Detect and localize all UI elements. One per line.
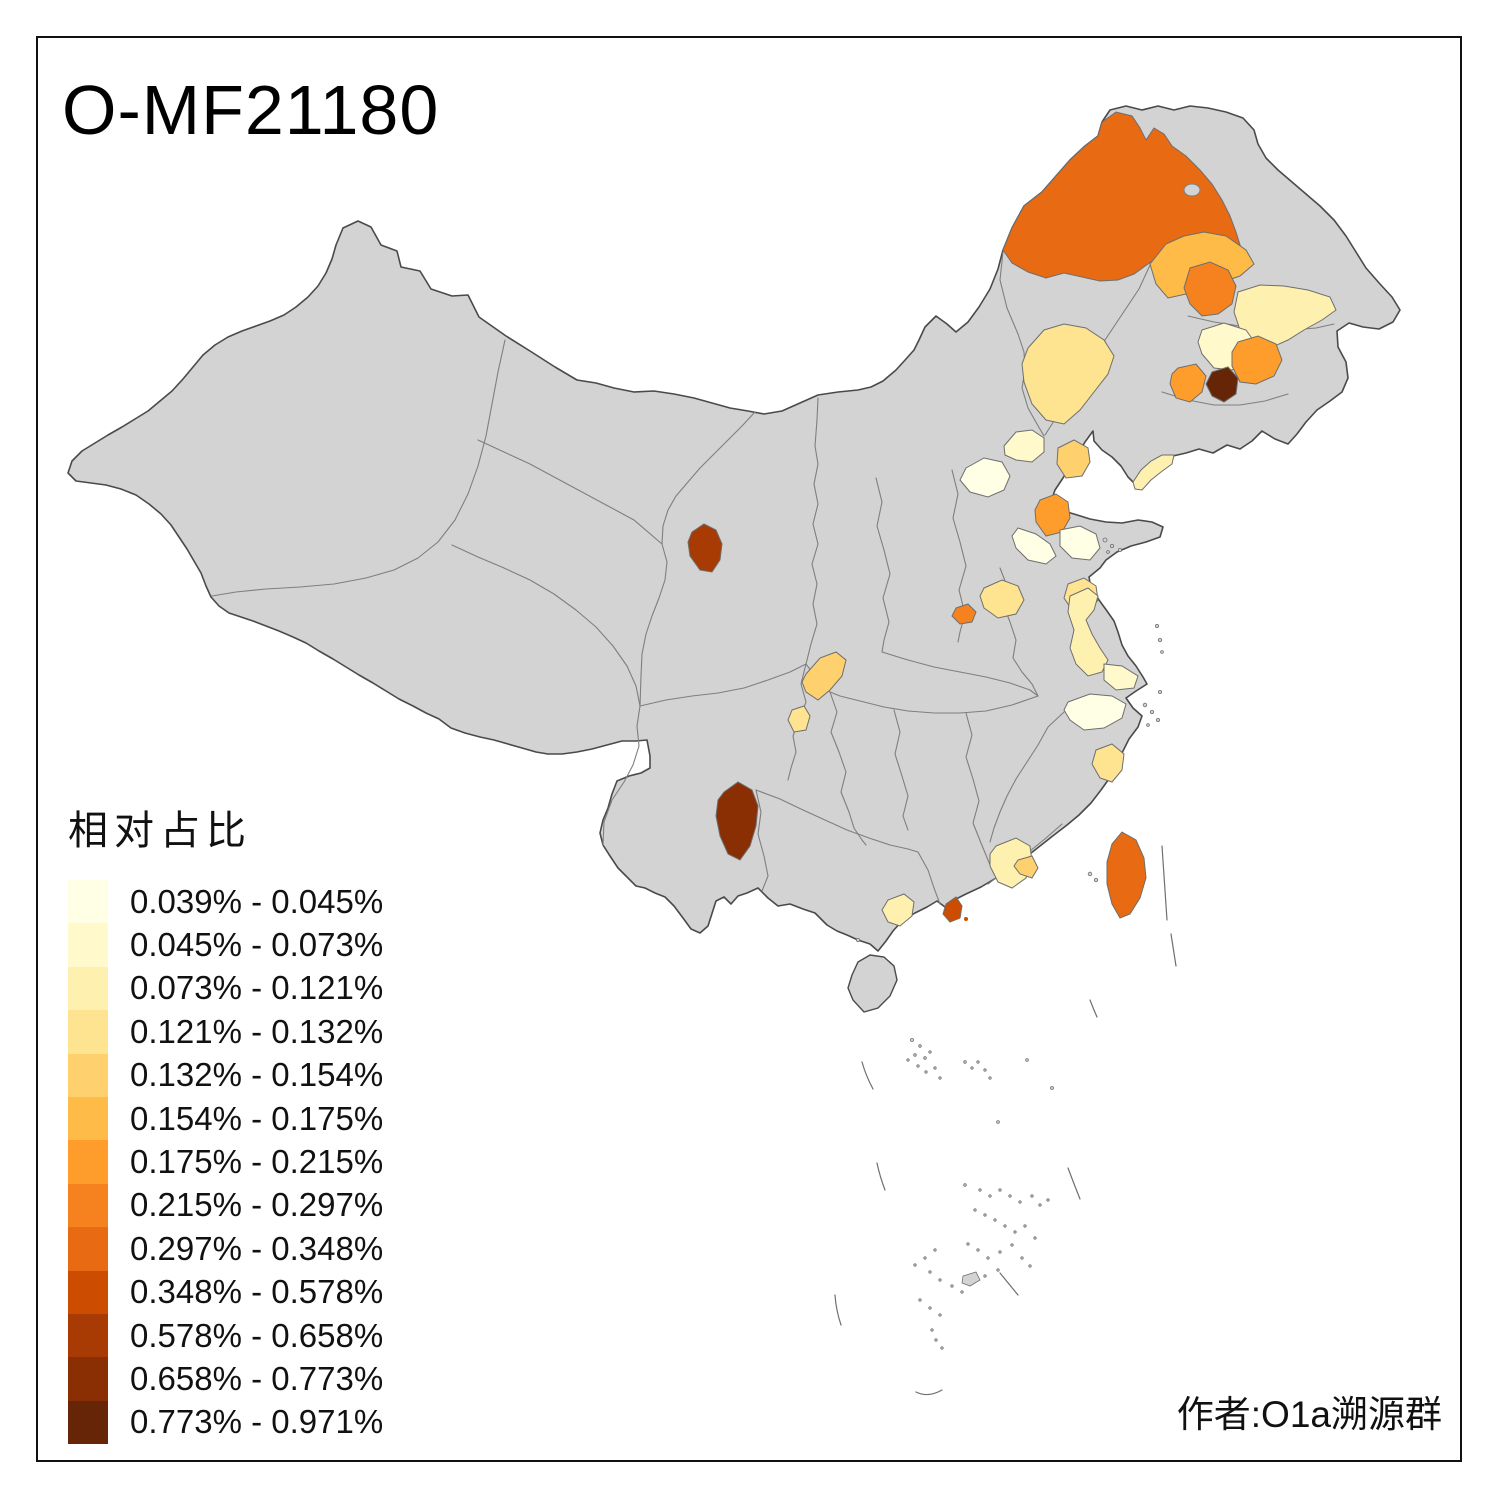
lake-hole xyxy=(1183,183,1201,197)
map-region-chongqing-pale xyxy=(787,705,811,733)
legend-item: 0.215% - 0.297% xyxy=(68,1183,384,1228)
legend-label: 0.773% - 0.971% xyxy=(130,1403,384,1441)
legend-swatch xyxy=(68,923,108,967)
legend-title: 相对占比 xyxy=(68,809,252,853)
map-region-henan-orange xyxy=(951,603,977,625)
map-region-ne-darkest xyxy=(1205,366,1239,403)
legend-label: 0.658% - 0.773% xyxy=(130,1359,384,1397)
legend-label: 0.297% - 0.348% xyxy=(130,1229,384,1267)
map-region-taiwan xyxy=(1106,831,1147,919)
legend-swatch xyxy=(68,1010,108,1054)
legend-item: 0.175% - 0.215% xyxy=(68,1140,384,1184)
page-title: O-MF21180 xyxy=(62,71,440,149)
legend-item: 0.348% - 0.578% xyxy=(68,1270,384,1314)
legend-swatch xyxy=(68,1270,108,1314)
legend-swatch xyxy=(68,1053,108,1097)
pearl-delta-islet-a xyxy=(956,915,960,919)
legend-item: 0.658% - 0.773% xyxy=(68,1357,384,1401)
map-region-shanghai-cream xyxy=(1103,663,1139,691)
legend-item: 0.297% - 0.348% xyxy=(68,1227,384,1271)
legend-swatch xyxy=(68,1227,108,1271)
map-region-guangdong-ne-sub xyxy=(1013,855,1039,879)
legend: 相对占比 0.039% - 0.045% 0.045% - 0.073% 0.073… xyxy=(68,798,384,1445)
map-region-ne-west-pale xyxy=(1021,323,1115,425)
map-region-beijing-pale xyxy=(1003,429,1045,463)
map-region-nw-cream xyxy=(959,457,1011,498)
legend-item: 0.121% - 0.132% xyxy=(68,1010,384,1054)
legend-item: 0.045% - 0.073% xyxy=(68,923,384,967)
legend-label: 0.175% - 0.215% xyxy=(130,1143,384,1181)
map-region-jiangsu-yellow xyxy=(1067,587,1109,677)
map-region-hebei-cream-b xyxy=(1059,525,1101,561)
legend-swatch xyxy=(68,966,108,1011)
map-region-guangdong-sw xyxy=(881,893,915,927)
legend-label: 0.121% - 0.132% xyxy=(130,1012,384,1050)
legend-item: 0.132% - 0.154% xyxy=(68,1053,384,1097)
legend-label: 0.132% - 0.154% xyxy=(130,1056,384,1094)
legend-items: 0.039% - 0.045% 0.045% - 0.073% 0.073% - 0… xyxy=(68,880,384,1445)
hainan-island xyxy=(847,954,898,1013)
legend-label: 0.045% - 0.073% xyxy=(130,926,384,964)
legend-item: 0.578% - 0.658% xyxy=(68,1313,384,1358)
map-region-liaodong-pale xyxy=(1132,454,1175,491)
map-region-hebei-cream-a xyxy=(1011,527,1057,565)
legend-swatch xyxy=(68,1357,108,1401)
legend-label: 0.215% - 0.297% xyxy=(130,1186,384,1224)
legend-swatch xyxy=(68,1183,108,1228)
legend-swatch xyxy=(68,1096,108,1141)
legend-swatch xyxy=(68,1400,108,1445)
map-region-qinghai-dark xyxy=(687,523,723,573)
colored-regions xyxy=(687,111,1337,927)
legend-label: 0.348% - 0.578% xyxy=(130,1273,384,1311)
map-region-tangshan xyxy=(1056,439,1091,479)
sea-dash-marks xyxy=(834,845,1177,1396)
legend-label: 0.154% - 0.175% xyxy=(130,1099,384,1137)
legend-item: 0.039% - 0.045% xyxy=(68,880,384,924)
legend-swatch xyxy=(68,1313,108,1358)
legend-label: 0.073% - 0.121% xyxy=(130,969,384,1007)
map-region-zhejiang-cream xyxy=(1063,693,1127,731)
map-region-shaanxi-south xyxy=(801,651,847,701)
legend-swatch xyxy=(68,1140,108,1184)
map-region-yunnan-dark xyxy=(715,781,759,861)
map-region-zhejiang-south xyxy=(1091,743,1125,783)
map-region-shandong-sw xyxy=(979,579,1025,619)
legend-label: 0.039% - 0.045% xyxy=(130,882,384,920)
attribution-text: 作者:O1a溯源群 xyxy=(1176,1394,1442,1435)
map-region-ne-orange-east xyxy=(1231,335,1283,385)
map-region-guangdong-ne xyxy=(989,837,1033,889)
legend-item: 0.073% - 0.121% xyxy=(68,966,384,1011)
pearl-delta-islet-b xyxy=(964,917,968,921)
legend-item: 0.773% - 0.971% xyxy=(68,1400,384,1445)
small-islands xyxy=(856,537,1164,1350)
map-region-ne-qiqihar xyxy=(1183,261,1237,317)
legend-label: 0.578% - 0.658% xyxy=(130,1316,384,1354)
legend-item: 0.154% - 0.175% xyxy=(68,1096,384,1141)
legend-swatch xyxy=(68,880,108,924)
map-region-ne-orange-west xyxy=(1169,363,1207,403)
